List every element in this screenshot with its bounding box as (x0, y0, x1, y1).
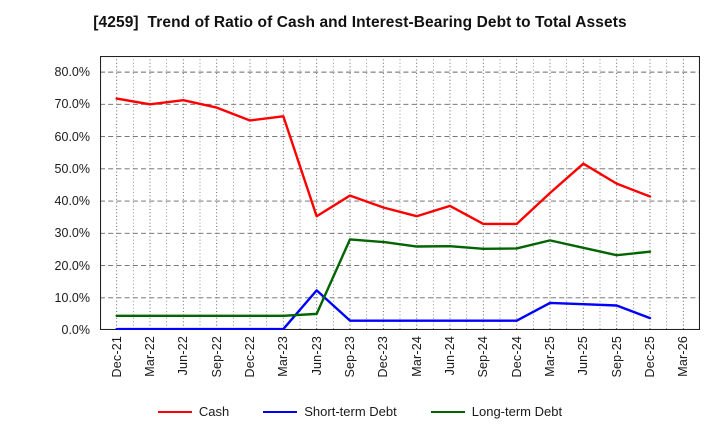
legend-item-short-term-debt[interactable]: Short-term Debt (263, 404, 397, 419)
x-axis-tick-labels: Dec-21 Mar-22 Jun-22 Sep-22 Dec-22 Mar-23 Jun-… (100, 334, 700, 406)
x-tick-label: Dec-21 (109, 336, 124, 378)
legend-item-cash[interactable]: Cash (157, 404, 230, 419)
x-tick-label: Jun-24 (443, 336, 457, 376)
x-tick-label: Dec-23 (376, 336, 391, 378)
plot-svg (100, 56, 700, 330)
series-line-cash (115, 97, 652, 226)
legend-swatch-icon (430, 410, 465, 413)
y-tick-label: 60.0% (54, 129, 90, 144)
legend-label: Long-term Debt (471, 404, 563, 419)
y-tick-label: 30.0% (54, 226, 90, 241)
y-tick-label: 80.0% (54, 65, 90, 80)
y-tick-label: 10.0% (54, 290, 90, 305)
y-tick-label: 20.0% (54, 258, 90, 273)
x-tick-label: Jun-22 (176, 336, 191, 376)
y-axis-tick-labels: 0.0% 10.0% 20.0% 30.0% 40.0% 50.0% 60.0% 70.0% 8… (0, 56, 94, 337)
x-tick-label: Sep-22 (209, 336, 224, 378)
x-tick-label: Mar-23 (276, 336, 291, 377)
x-tick-label: Sep-25 (609, 336, 624, 378)
x-tick-label: Sep-23 (343, 336, 357, 378)
x-tick-label: Mar-24 (409, 336, 424, 377)
legend-item-long-term-debt[interactable]: Long-term Debt (430, 404, 563, 419)
y-tick-label: 70.0% (54, 97, 90, 112)
x-tick-label: Jun-25 (576, 336, 591, 376)
x-tick-label: Mar-25 (543, 336, 557, 377)
legend-label: Short-term Debt (304, 404, 397, 419)
series-line-long-term-debt (115, 238, 652, 318)
plot-area (100, 56, 700, 330)
x-tick-label: Dec-24 (509, 336, 524, 378)
x-tick-label: Mar-26 (676, 336, 691, 377)
y-tick-label: 50.0% (54, 161, 90, 176)
x-tick-label: Dec-22 (243, 336, 257, 378)
legend-label: Cash (198, 404, 230, 419)
legend-swatch-icon (157, 410, 192, 413)
chart-title: [4259] Trend of Ratio of Cash and Intere… (93, 14, 627, 31)
y-tick-label: 40.0% (54, 194, 90, 209)
x-tick-label: Dec-25 (643, 336, 657, 378)
plot-frame (100, 56, 700, 330)
x-tick-label: Jun-23 (309, 336, 324, 376)
chart-legend: Cash Short-term Debt Long-term Debt (0, 404, 720, 419)
x-tick-label: Sep-24 (476, 336, 491, 378)
series-line-short-term-debt (115, 289, 652, 330)
x-tick-label: Mar-22 (143, 336, 157, 377)
y-tick-label: 0.0% (61, 323, 91, 337)
legend-swatch-icon (263, 410, 298, 413)
